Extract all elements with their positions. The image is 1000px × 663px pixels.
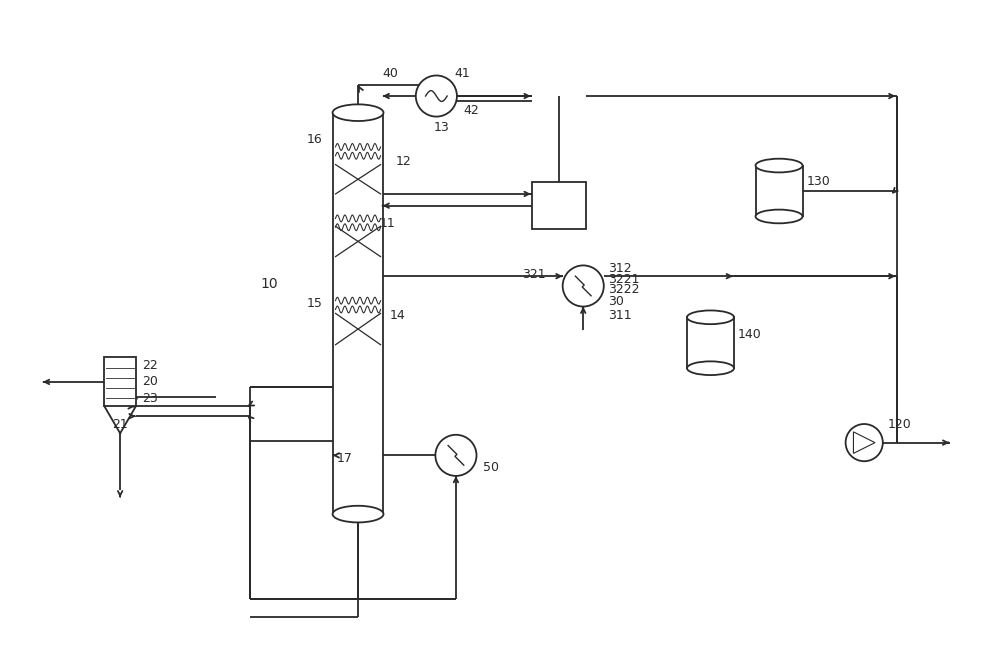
Circle shape (416, 76, 457, 117)
Text: 12: 12 (395, 155, 411, 168)
Text: 10: 10 (260, 277, 278, 291)
Text: 23: 23 (142, 392, 157, 405)
Ellipse shape (333, 506, 383, 522)
Ellipse shape (687, 310, 734, 324)
Bar (687, 318, 734, 368)
Ellipse shape (333, 104, 383, 121)
Text: 30: 30 (608, 295, 624, 308)
Circle shape (563, 265, 604, 306)
Text: 15: 15 (307, 297, 323, 310)
Text: 311: 311 (608, 309, 631, 322)
Text: 13: 13 (433, 121, 449, 134)
Text: 40: 40 (383, 67, 398, 80)
Bar (333, 113, 383, 514)
Polygon shape (853, 432, 875, 453)
Ellipse shape (756, 158, 803, 172)
Text: 42: 42 (464, 104, 480, 117)
Text: 41: 41 (454, 67, 470, 80)
Circle shape (846, 424, 883, 461)
Text: 14: 14 (389, 309, 405, 322)
Text: 21: 21 (112, 418, 128, 430)
Text: 120: 120 (888, 418, 911, 432)
Bar (532, 182, 586, 229)
Text: 50: 50 (483, 461, 499, 473)
Text: 11: 11 (380, 217, 395, 230)
Text: 3221: 3221 (608, 272, 639, 286)
Text: 130: 130 (806, 175, 830, 188)
Text: 140: 140 (738, 328, 762, 341)
Text: 16: 16 (307, 133, 323, 146)
Text: 312: 312 (608, 262, 631, 275)
Text: 3222: 3222 (608, 283, 639, 296)
Text: 20: 20 (142, 375, 158, 389)
Bar (756, 166, 803, 216)
Text: 17: 17 (336, 452, 352, 465)
Ellipse shape (687, 361, 734, 375)
Text: 321: 321 (523, 268, 546, 280)
Circle shape (435, 435, 477, 476)
Text: 22: 22 (142, 359, 157, 372)
Bar (104, 357, 136, 406)
Ellipse shape (756, 210, 803, 223)
